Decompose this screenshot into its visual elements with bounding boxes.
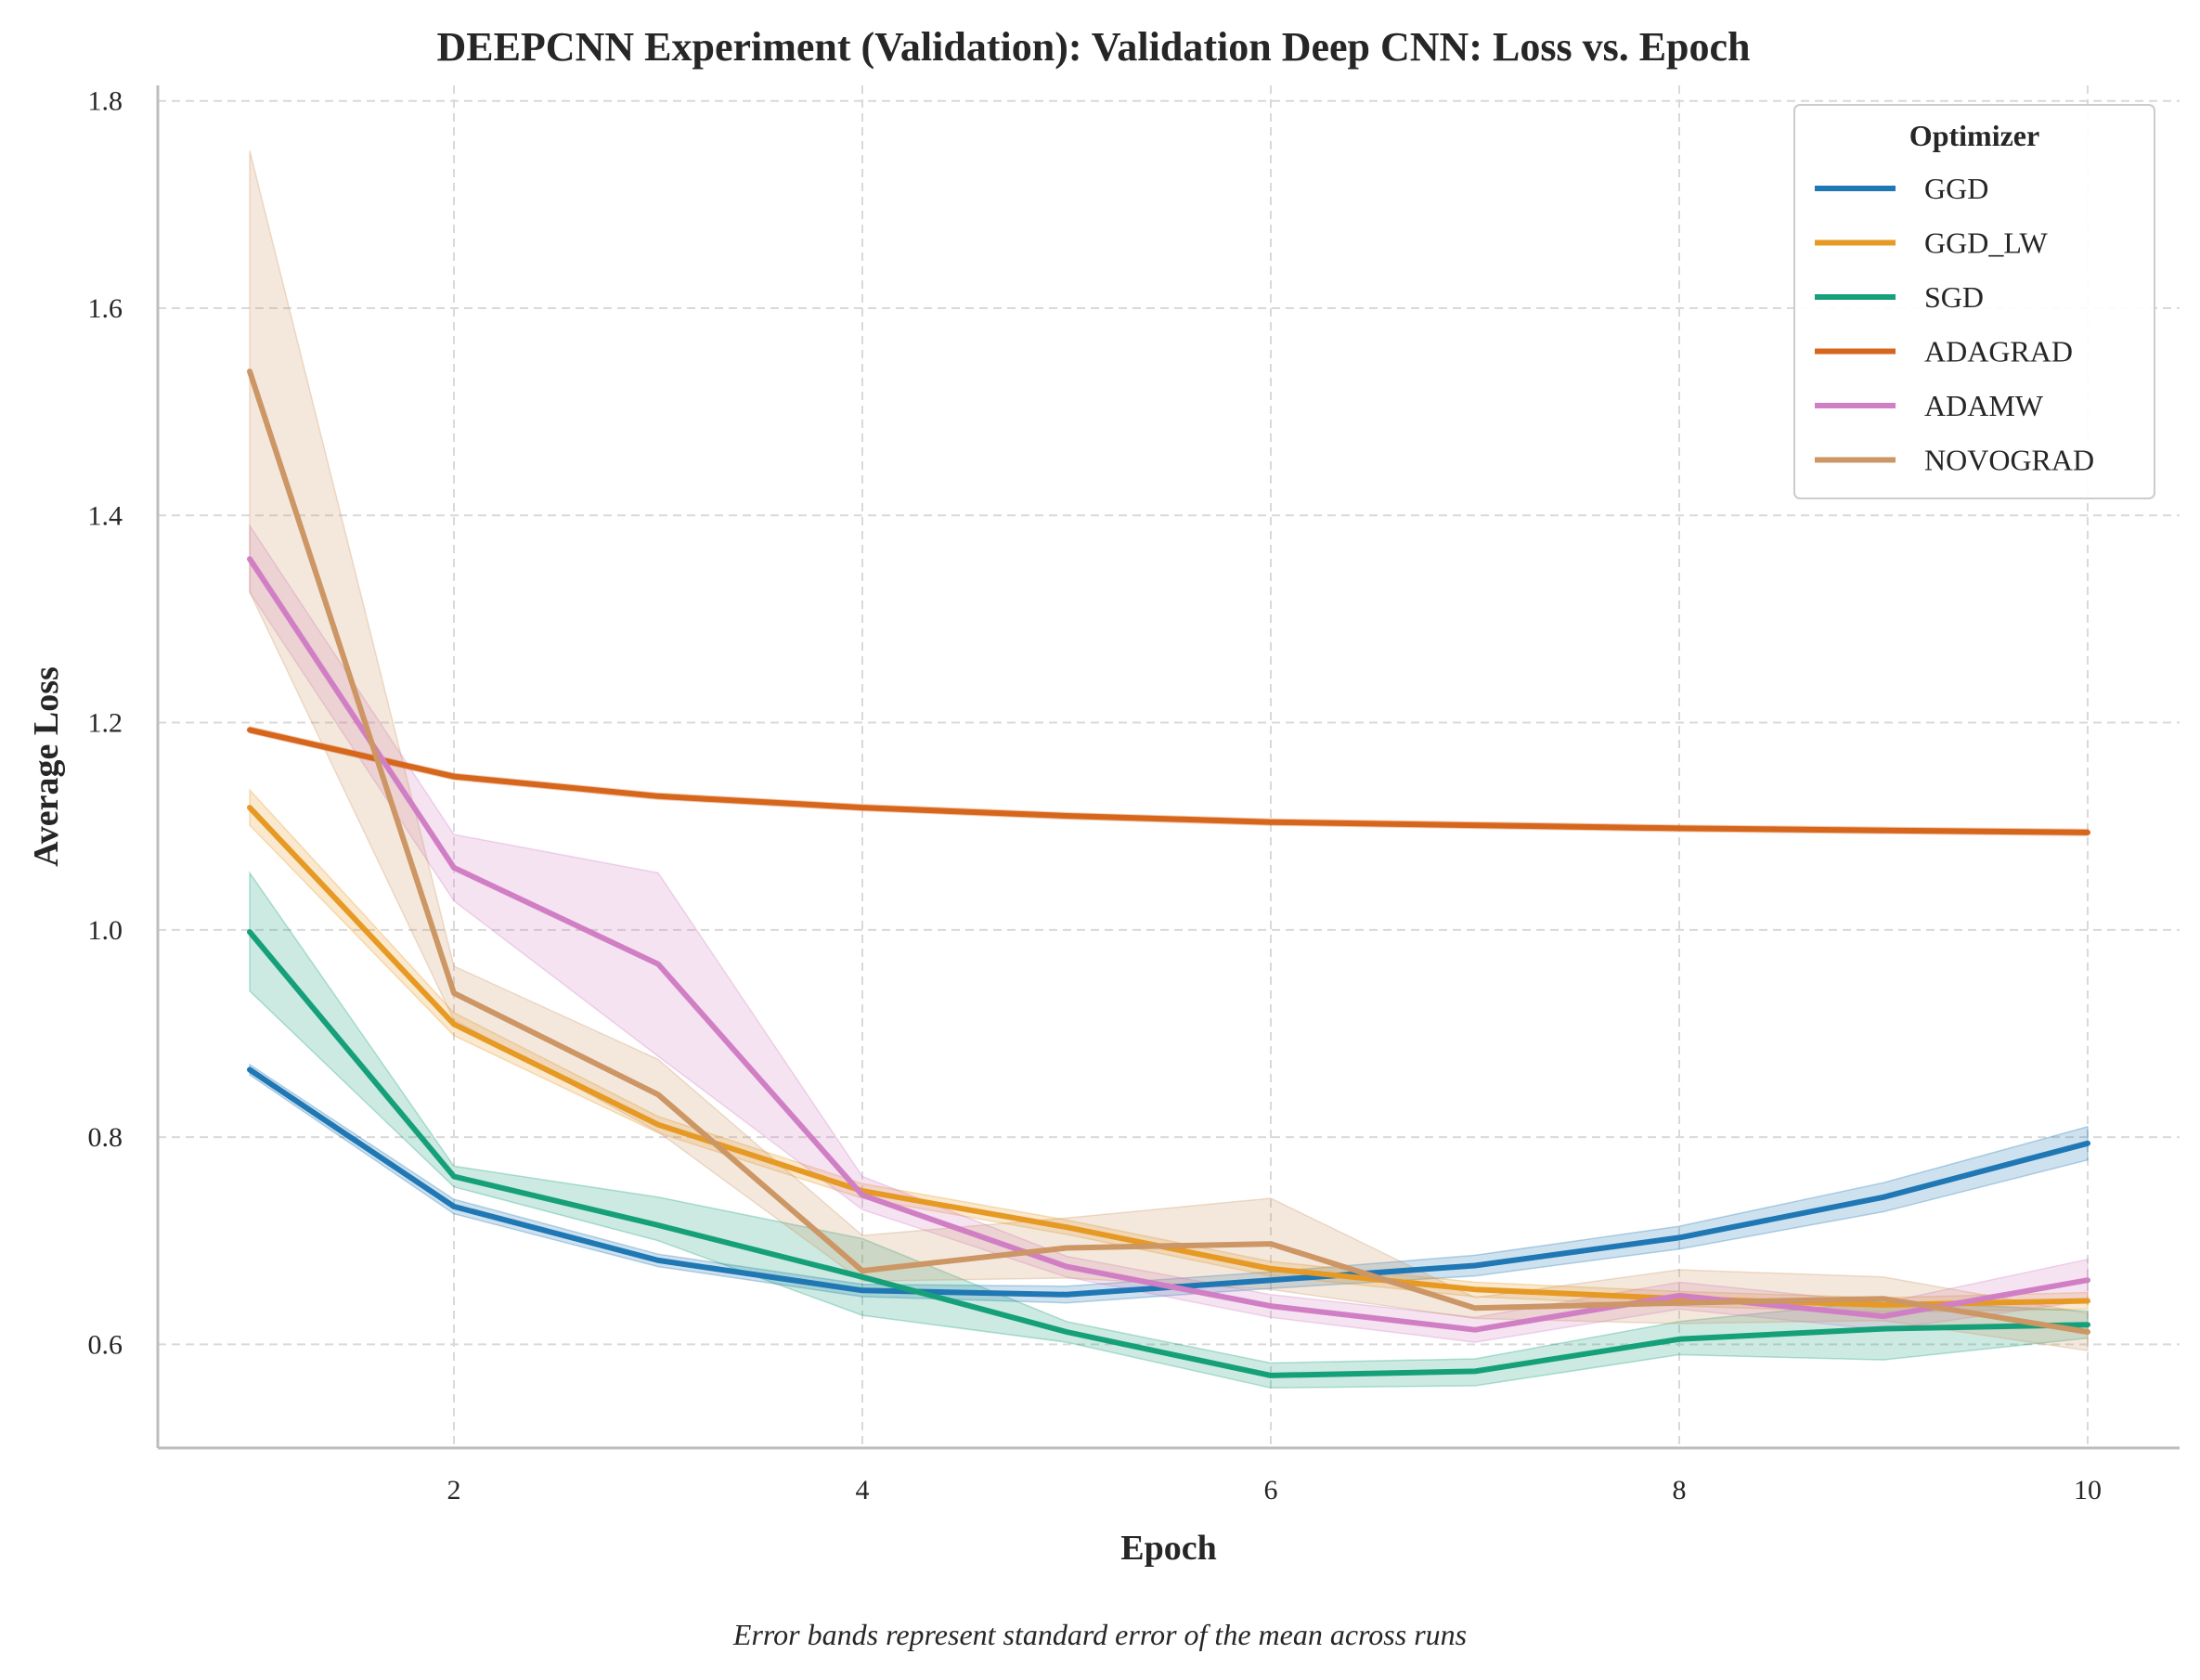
y-tick-label: 1.4	[88, 500, 123, 531]
x-tick-label: 10	[2074, 1475, 2102, 1506]
x-tick-label: 8	[1673, 1475, 1687, 1506]
axes	[156, 85, 2180, 1450]
legend-label-ggd: GGD	[1924, 172, 1988, 205]
x-tick-label: 4	[856, 1475, 870, 1506]
y-tick-label: 1.2	[88, 708, 123, 739]
legend-items: GGD GGD_LW SGD ADAGRAD ADAMW NOVOGRAD	[1815, 172, 2094, 477]
series-line-novograd	[247, 368, 2090, 1335]
y-tick-label: 1.0	[88, 915, 123, 946]
x-tick-label: 2	[447, 1475, 461, 1506]
error-band-sgd	[249, 871, 2089, 1389]
legend-label-novograd: NOVOGRAD	[1924, 444, 2094, 477]
chart-caption: Error bands represent standard error of …	[732, 1618, 1467, 1651]
legend-label-ggd-lw: GGD_LW	[1924, 226, 2049, 260]
y-tick-label: 1.6	[88, 293, 123, 324]
y-tick-label: 0.8	[88, 1122, 123, 1153]
error-band-novograd	[249, 150, 2089, 1351]
legend: Optimizer GGD GGD_LW SGD ADAGRAD ADAMW NOVOGR…	[1793, 104, 2155, 499]
legend-label-adamw: ADAMW	[1924, 389, 2044, 422]
error-band-adagrad	[249, 726, 2089, 836]
x-axis-label: Epoch	[1120, 1529, 1216, 1568]
legend-label-adagrad: ADAGRAD	[1924, 335, 2073, 368]
tick-labels: 2 4 6 8 10 0.6 0.8 1.0 1.2 1.4 1.6 1.8	[88, 86, 2103, 1506]
legend-frame	[1793, 104, 2155, 499]
legend-label-sgd: SGD	[1924, 280, 1984, 314]
chart-title: DEEPCNN Experiment (Validation): Validat…	[436, 24, 1750, 70]
series-lines	[247, 368, 2090, 1378]
y-tick-label: 1.8	[88, 86, 123, 117]
legend-title: Optimizer	[1909, 119, 2039, 152]
series-line-adagrad	[247, 727, 2090, 835]
x-tick-label: 6	[1264, 1475, 1278, 1506]
series-line-sgd	[247, 929, 2090, 1378]
grid	[158, 85, 2180, 1448]
y-axis-label: Average Loss	[27, 666, 66, 867]
y-tick-label: 0.6	[88, 1329, 123, 1360]
series-line-adamw	[247, 556, 2090, 1333]
